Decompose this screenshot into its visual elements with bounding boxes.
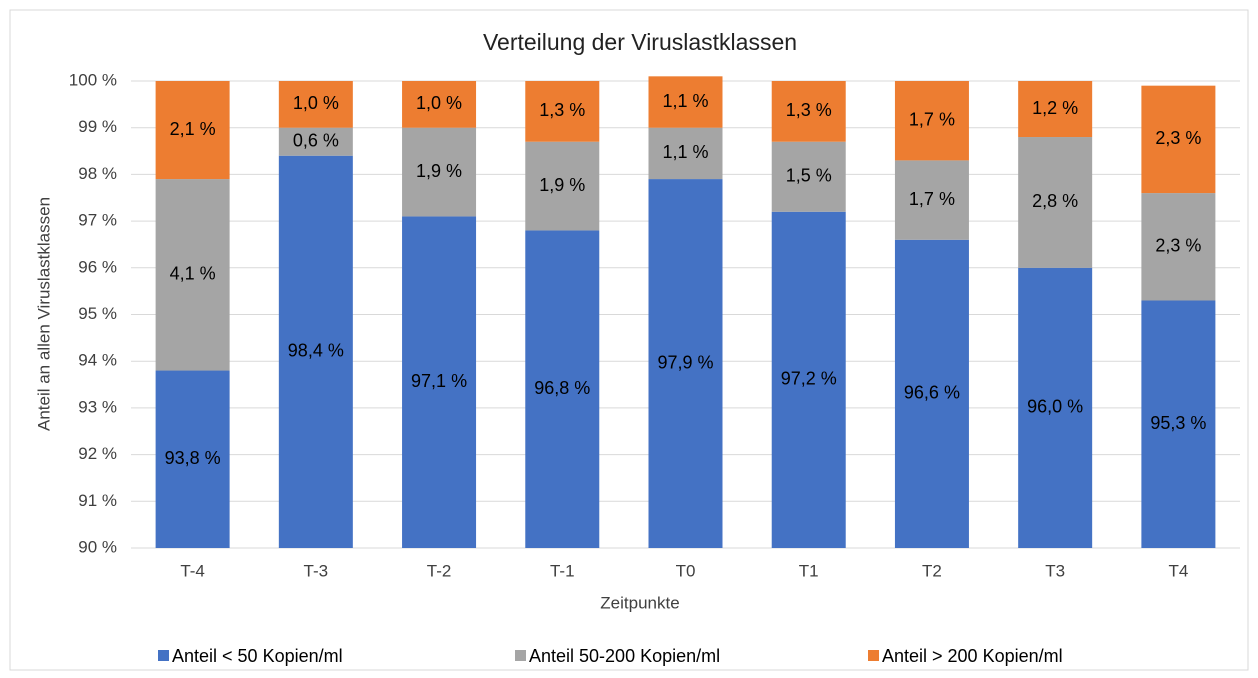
data-label: 2,3 % — [1155, 236, 1201, 256]
x-tick-label: T2 — [922, 561, 942, 580]
data-label: 4,1 % — [170, 264, 216, 284]
data-label: 2,8 % — [1032, 191, 1078, 211]
data-label: 1,9 % — [416, 161, 462, 181]
data-label: 1,3 % — [786, 100, 832, 120]
data-label: 97,9 % — [657, 352, 713, 372]
bar-segment — [771, 211, 846, 548]
bar-segment — [525, 81, 600, 142]
bar-segment — [278, 155, 353, 548]
bar-segment — [1141, 85, 1216, 194]
legend-swatch — [515, 650, 526, 661]
bar-segment — [648, 179, 723, 548]
data-label: 1,7 % — [909, 189, 955, 209]
chart-title: Verteilung der Viruslastklassen — [483, 29, 797, 55]
bar-segment — [525, 141, 600, 231]
legend-label: Anteil < 50 Kopien/ml — [172, 646, 343, 666]
bar-segment — [771, 81, 846, 142]
data-label: 2,1 % — [170, 119, 216, 139]
bar-segment — [1018, 267, 1093, 548]
bar-segment — [648, 76, 723, 128]
data-label: 1,9 % — [539, 175, 585, 195]
bar-segment — [402, 127, 477, 217]
y-tick-label: 99 % — [78, 117, 117, 136]
bar-segment — [771, 141, 846, 212]
bar-segment — [894, 239, 969, 548]
data-label: 1,0 % — [293, 93, 339, 113]
x-axis-label: Zeitpunkte — [600, 593, 679, 612]
data-label: 97,1 % — [411, 371, 467, 391]
bar-segment — [648, 127, 723, 180]
x-tick-label: T-1 — [550, 561, 575, 580]
bar-segment — [894, 81, 969, 161]
bar-segment — [402, 81, 477, 128]
x-tick-label: T-2 — [427, 561, 452, 580]
y-tick-label: 100 % — [69, 70, 117, 89]
x-tick-label: T3 — [1045, 561, 1065, 580]
y-tick-label: 91 % — [78, 491, 117, 510]
data-label: 97,2 % — [781, 369, 837, 389]
data-label: 1,0 % — [416, 93, 462, 113]
bar-segment — [155, 81, 230, 180]
y-axis-label: Anteil an allen Viruslastklassen — [34, 197, 53, 431]
legend-label: Anteil 50-200 Kopien/ml — [529, 646, 720, 666]
data-label: 2,3 % — [1155, 128, 1201, 148]
x-tick-label: T1 — [799, 561, 819, 580]
y-tick-label: 98 % — [78, 164, 117, 183]
data-label: 96,8 % — [534, 378, 590, 398]
data-label: 1,3 % — [539, 100, 585, 120]
x-tick-label: T-3 — [304, 561, 329, 580]
data-label: 1,2 % — [1032, 98, 1078, 118]
bar-segment — [155, 370, 230, 548]
x-tick-label: T4 — [1168, 561, 1188, 580]
x-tick-label: T0 — [676, 561, 696, 580]
data-label: 93,8 % — [165, 448, 221, 468]
y-tick-label: 95 % — [78, 304, 117, 323]
y-tick-label: 97 % — [78, 211, 117, 230]
data-label: 1,5 % — [786, 165, 832, 185]
x-tick-label: T-4 — [180, 561, 205, 580]
data-label: 1,1 % — [662, 142, 708, 162]
bar-segment — [1018, 137, 1093, 268]
bar-segment — [278, 127, 353, 156]
bar-segment — [1141, 300, 1216, 548]
bar-segment — [1018, 81, 1093, 138]
y-tick-label: 92 % — [78, 444, 117, 463]
y-tick-label: 94 % — [78, 351, 117, 370]
data-label: 98,4 % — [288, 341, 344, 361]
y-tick-label: 90 % — [78, 537, 117, 556]
data-label: 1,7 % — [909, 109, 955, 129]
data-label: 1,1 % — [662, 91, 708, 111]
data-label: 96,6 % — [904, 383, 960, 403]
bar-segment — [155, 179, 230, 371]
data-label: 0,6 % — [293, 130, 339, 150]
bar-segment — [525, 230, 600, 548]
bar-segment — [278, 81, 353, 128]
y-tick-label: 93 % — [78, 397, 117, 416]
data-label: 95,3 % — [1150, 413, 1206, 433]
data-label: 96,0 % — [1027, 397, 1083, 417]
bar-segment — [402, 216, 477, 548]
legend-swatch — [158, 650, 169, 661]
bar-segment — [1141, 193, 1216, 301]
y-tick-label: 96 % — [78, 257, 117, 276]
legend-swatch — [868, 650, 879, 661]
bar-segment — [894, 160, 969, 240]
legend-label: Anteil > 200 Kopien/ml — [882, 646, 1063, 666]
